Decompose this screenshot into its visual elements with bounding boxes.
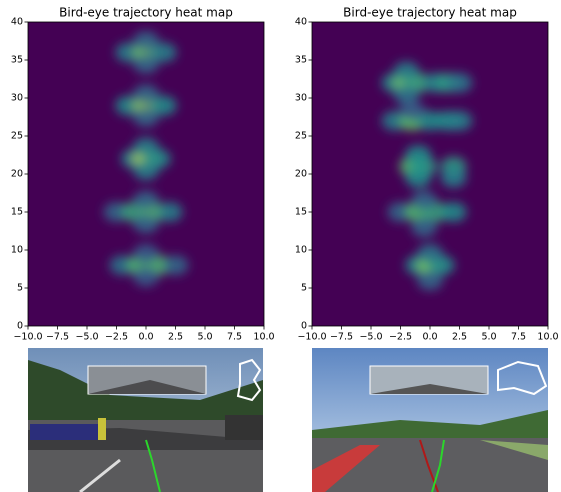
x-tick-label: −7.5 <box>330 332 353 343</box>
heatmap-blur <box>103 31 189 287</box>
y-tick-label: 30 <box>295 93 307 104</box>
heat-cell <box>393 61 420 82</box>
y-tick-label: 20 <box>11 169 23 180</box>
heat-cell <box>411 190 438 211</box>
x-tick-label: 2.5 <box>452 332 467 343</box>
y-tick-label: 15 <box>11 207 23 218</box>
y-tick-label: 10 <box>11 245 23 256</box>
heat-cell <box>150 95 177 116</box>
heat-cell <box>133 107 159 127</box>
x-tick-label: 5.0 <box>481 332 496 343</box>
x-tick-label: 0.0 <box>422 332 437 343</box>
y-tick-label: 0 <box>17 321 23 332</box>
x-tick-label: −5.0 <box>359 332 382 343</box>
heat-cell <box>133 243 159 264</box>
x-tick-label: −10.0 <box>297 332 326 343</box>
x-tick-label: −2.5 <box>389 332 412 343</box>
camera-image-left <box>28 348 263 492</box>
y-tick-label: 0 <box>301 321 307 332</box>
x-tick-label: 5.0 <box>197 332 212 343</box>
heat-cell <box>133 190 159 211</box>
x-tick-label: 2.5 <box>168 332 183 343</box>
heat-cell <box>133 266 159 287</box>
heat-cell <box>156 202 183 222</box>
heatmap-blur <box>381 61 473 291</box>
heatmap-cells <box>103 31 189 287</box>
heat-cell <box>393 84 420 105</box>
heat-cell <box>133 160 159 181</box>
heat-cell <box>440 202 467 222</box>
heat-cell <box>133 213 159 234</box>
heat-cell <box>446 110 473 131</box>
x-tick-label: 10.0 <box>253 332 274 343</box>
y-tick-label: 25 <box>295 131 307 142</box>
heat-cell <box>405 167 432 188</box>
y-tick-label: 25 <box>11 131 23 142</box>
y-tick-label: 15 <box>295 207 307 218</box>
heat-cell <box>133 31 159 51</box>
heat-cell <box>417 243 443 264</box>
y-tick-label: 10 <box>295 245 307 256</box>
y-tick-label: 30 <box>11 93 23 104</box>
x-tick-label: −5.0 <box>75 332 98 343</box>
x-tick-label: 7.5 <box>511 332 526 343</box>
chart-title: Bird-eye trajectory heat map <box>343 6 517 20</box>
chart-title: Bird-eye trajectory heat map <box>59 6 233 20</box>
y-tick-label: 5 <box>301 283 307 294</box>
x-tick-label: 10.0 <box>537 332 558 343</box>
x-tick-label: 0.0 <box>138 332 153 343</box>
heat-cell <box>446 72 473 93</box>
y-tick-label: 5 <box>17 283 23 294</box>
heat-cell <box>133 137 159 158</box>
y-tick-label: 40 <box>11 17 23 28</box>
heat-cell <box>150 42 177 63</box>
heat-cell <box>417 270 443 291</box>
heat-cell <box>405 145 432 165</box>
heat-cell <box>411 217 438 238</box>
y-tick-label: 20 <box>295 169 307 180</box>
y-tick-label: 40 <box>295 17 307 28</box>
heatmap-cells <box>381 61 473 291</box>
y-tick-label: 35 <box>11 55 23 66</box>
y-tick-label: 35 <box>295 55 307 66</box>
x-tick-label: −2.5 <box>105 332 128 343</box>
x-tick-label: −7.5 <box>46 332 69 343</box>
heat-cell <box>440 167 467 188</box>
heat-cell <box>133 53 159 74</box>
heat-cell <box>162 255 189 276</box>
camera-image-right <box>312 348 548 492</box>
x-tick-label: −10.0 <box>13 332 42 343</box>
x-tick-label: 7.5 <box>227 332 242 343</box>
heat-cell <box>399 100 426 121</box>
heat-cell <box>133 84 159 105</box>
